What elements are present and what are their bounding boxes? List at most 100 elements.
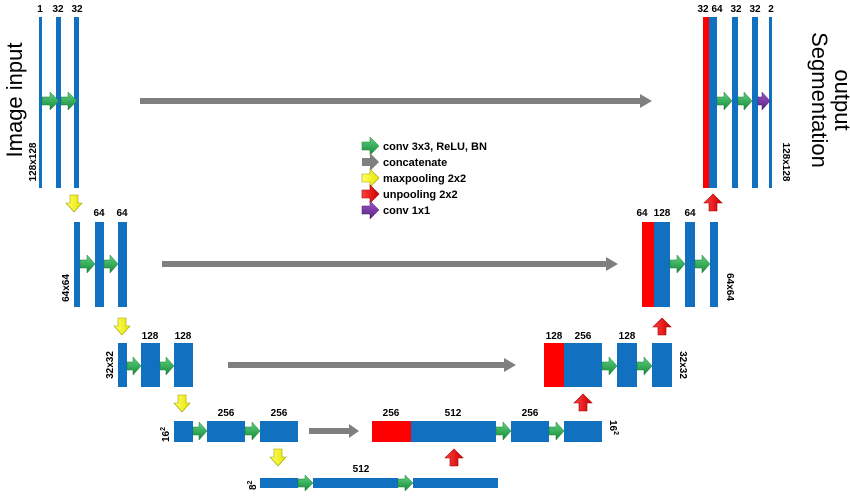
- conv-arrow-icon: [737, 91, 753, 111]
- legend-unpool-icon: [361, 184, 380, 204]
- feature-map-enc2-2: [95, 222, 104, 307]
- legend: conv 3x3, ReLU, BN concatenate maxpoolin…: [361, 136, 487, 220]
- size-label-dec3: 32x32: [677, 351, 688, 379]
- legend-maxpool-icon: [361, 168, 380, 188]
- channel-label-dec2-2: 128: [654, 208, 671, 219]
- conv-arrow-icon: [495, 421, 512, 441]
- feature-map-dec2-3: [710, 222, 718, 307]
- channel-label-enc2-2: 64: [116, 208, 128, 219]
- feature-map-enc4-3: [260, 421, 298, 442]
- channel-label-dec3-2: 256: [575, 331, 592, 342]
- unpool-arrow-icon: [703, 193, 723, 212]
- conv-arrow-icon: [636, 356, 653, 376]
- feature-map-enc3-3: [174, 343, 193, 387]
- svg-text:162: 162: [160, 427, 172, 442]
- concat-arrow-level4: [309, 424, 359, 438]
- legend-conv1x1-label: conv 1x1: [383, 205, 430, 217]
- maxpool-arrow-icon: [173, 394, 191, 413]
- conv-arrow-icon: [244, 421, 261, 441]
- feature-map-dec3-1: [564, 343, 602, 387]
- concat-arrow-level1: [140, 94, 652, 108]
- conv-arrow-icon: [79, 254, 96, 274]
- channel-label-enc1-1: 1: [37, 4, 43, 15]
- feature-map-dec1-2: [732, 17, 738, 188]
- maxpool-arrow-icon: [269, 448, 287, 467]
- channel-label-dec1-1: 32: [697, 4, 709, 15]
- channel-label-dec2-1: 64: [636, 208, 648, 219]
- unpool-arrow-icon: [652, 317, 672, 336]
- channel-label-dec1-3: 32: [730, 4, 742, 15]
- channel-label-enc1-3: 32: [71, 4, 83, 15]
- legend-concat-label: concatenate: [383, 157, 447, 169]
- channel-label-dec1-2: 64: [711, 4, 723, 15]
- feature-map-enc1-1: [39, 17, 42, 188]
- upsampled-map-dec3: [544, 343, 564, 387]
- feature-map-enc3-2: [141, 343, 160, 387]
- svg-text:162: 162: [607, 420, 619, 435]
- feature-map-enc2-1: [74, 222, 80, 307]
- conv-arrow-icon: [601, 356, 618, 376]
- channel-label-enc2-1: 64: [93, 208, 105, 219]
- channel-label-dec3-3: 128: [619, 331, 636, 342]
- feature-map-dec1-3: [752, 17, 758, 188]
- feature-map-enc1-2: [56, 17, 61, 188]
- channel-label-dec1-5: 2: [768, 4, 774, 15]
- size-label-enc1: 128x128: [28, 142, 39, 181]
- feature-map-bottom-2: [313, 478, 398, 488]
- conv-arrow-icon: [548, 421, 565, 441]
- size-label-dec1: 128x128: [780, 143, 791, 182]
- maxpool-arrow-icon: [65, 194, 83, 213]
- feature-map-dec1-out: [769, 17, 772, 188]
- feature-map-dec2-2: [685, 222, 695, 307]
- svg-text:82: 82: [247, 480, 259, 490]
- upsampled-map-dec4: [372, 421, 411, 442]
- feature-map-dec2-1: [654, 222, 670, 307]
- channel-label-dec4-3: 256: [522, 408, 539, 419]
- channel-label-dec4-1: 256: [383, 408, 400, 419]
- feature-map-enc2-3: [118, 222, 127, 307]
- channel-label-dec3-1: 128: [546, 331, 563, 342]
- size-label-enc4: 162: [160, 427, 172, 442]
- channel-label-enc3-1: 128: [142, 331, 159, 342]
- conv-arrow-icon: [192, 421, 208, 441]
- upsampled-map-dec1: [703, 17, 709, 188]
- conv-arrow-icon: [41, 91, 60, 111]
- channel-label-dec1-4: 32: [749, 4, 761, 15]
- size-label-dec2: 64x64: [724, 273, 735, 301]
- conv-arrow-icon: [60, 91, 78, 111]
- image-input-label: Image input: [2, 43, 27, 158]
- channel-label-enc4-2: 256: [271, 408, 288, 419]
- conv-arrow-icon: [716, 91, 733, 111]
- size-label-dec4: 162: [607, 420, 619, 435]
- size-label-bottom: 82: [247, 480, 259, 490]
- conv-arrow-icon: [126, 356, 142, 376]
- channel-label-enc4-1: 256: [218, 408, 235, 419]
- feature-map-enc3-1: [118, 343, 127, 387]
- feature-map-bottom-1: [260, 478, 298, 488]
- conv-arrow-icon: [694, 254, 711, 274]
- concat-arrow-level2: [162, 257, 618, 271]
- feature-map-dec1-1: [709, 17, 717, 188]
- size-label-enc2: 64x64: [61, 274, 72, 302]
- size-label-enc3: 32x32: [105, 351, 116, 379]
- conv-arrow-icon: [103, 254, 119, 274]
- legend-concat-icon: [362, 153, 379, 171]
- unpool-arrow-icon: [573, 393, 593, 412]
- legend-conv1x1-icon: [361, 200, 380, 220]
- channel-label-enc1-2: 32: [52, 4, 64, 15]
- feature-map-dec3-2: [617, 343, 637, 387]
- legend-unpool-label: unpooling 2x2: [383, 189, 458, 201]
- feature-map-dec4-1: [411, 421, 496, 442]
- feature-map-enc4-2: [207, 421, 245, 442]
- feature-map-enc4-1: [174, 421, 193, 442]
- feature-map-dec4-3: [564, 421, 602, 442]
- channel-label-bottom: 512: [353, 464, 370, 475]
- segmentation-output-label-2: output: [830, 69, 850, 130]
- upsampled-map-dec2: [642, 222, 654, 307]
- conv-arrow-icon: [159, 356, 175, 376]
- conv1x1-arrow-icon: [757, 91, 771, 111]
- feature-map-bottom-3: [413, 478, 498, 488]
- conv-arrow-icon: [669, 254, 686, 274]
